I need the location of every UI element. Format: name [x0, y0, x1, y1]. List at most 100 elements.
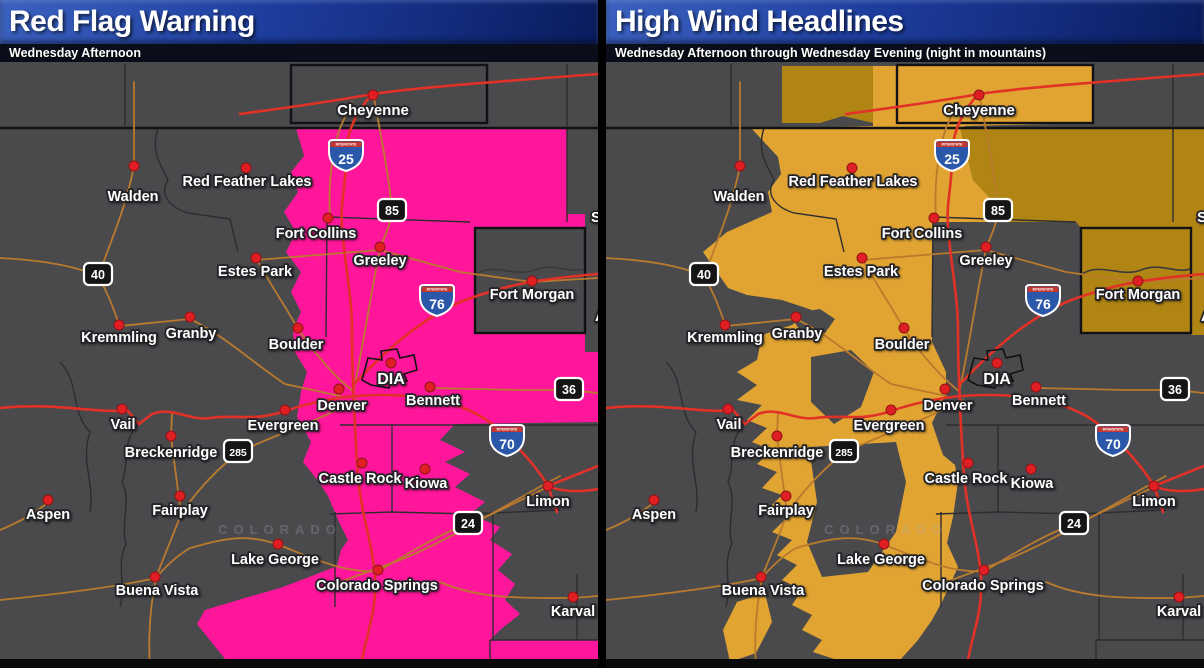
interstate-shield-band — [491, 426, 523, 432]
city-label-dia: DIA — [377, 371, 405, 388]
city-dot-limon — [542, 480, 554, 492]
county-line — [931, 216, 934, 338]
city-dot-cheyenne — [367, 89, 379, 101]
interstate-shield-band — [1097, 426, 1129, 432]
interstate-banner-text: INTERSTATE — [942, 143, 964, 147]
city-dot-kremmling — [719, 319, 731, 331]
city-dot-denver — [939, 383, 951, 395]
county-line — [935, 509, 1167, 515]
county-line — [119, 421, 141, 608]
city-label-boulder: Boulder — [269, 337, 324, 353]
red-flag-map: COLORADO Cheyenne Walden Red Feather Lakes F… — [0, 62, 598, 668]
city-dot-boulder — [898, 322, 910, 334]
county-line — [325, 216, 328, 338]
city-label-fairplay: Fairplay — [758, 503, 814, 519]
interstate-shield-band — [936, 141, 968, 147]
city-dot-breckenridge — [165, 430, 177, 442]
interstate-shield-icon — [328, 139, 364, 173]
city-label-colorado-springs: Colorado Springs — [922, 578, 1044, 594]
city-label-kremmling: Kremmling — [81, 330, 157, 346]
city-label-buena-vista: Buena Vista — [116, 583, 200, 599]
city-dot-cheyenne — [973, 89, 985, 101]
county-line — [725, 421, 747, 608]
interstate-shield-number: 70 — [499, 436, 515, 452]
city-label-limon: Limon — [1132, 494, 1176, 510]
city-label-fort-morgan: Fort Morgan — [1096, 287, 1181, 303]
city-dot-estes-park — [250, 252, 262, 264]
city-dot-denver — [333, 383, 345, 395]
city-dot-aspen — [648, 494, 660, 506]
interstate-shield-76: INTERSTATE 76 — [1025, 284, 1061, 318]
red-flag-header: Red Flag Warning — [0, 0, 598, 44]
us-shield-number: 285 — [229, 447, 247, 459]
highway-road — [606, 257, 947, 397]
city-label-vail: Vail — [717, 417, 742, 433]
interstate-shield-70: INTERSTATE 70 — [489, 424, 525, 458]
interstate-shield-icon — [1095, 424, 1131, 458]
city-label-breckenridge: Breckenridge — [125, 445, 218, 461]
city-dot-granby — [790, 311, 802, 323]
city-dot-kremmling — [113, 319, 125, 331]
city-dot-buena-vista — [149, 571, 161, 583]
city-label-evergreen: Evergreen — [854, 418, 925, 434]
high-wind-subtitle-bar: Wednesday Afternoon through Wednesday Ev… — [606, 44, 1204, 62]
interstate-road — [844, 72, 1204, 116]
city-label-cheyenne: Cheyenne — [337, 102, 409, 119]
interstate-banner-text: INTERSTATE — [336, 143, 358, 147]
city-dot-vail — [116, 403, 128, 415]
city-label-estes-park: Estes Park — [824, 264, 899, 280]
city-dot-red-feather-lakes — [240, 162, 252, 174]
city-label-kiowa: Kiowa — [405, 476, 449, 492]
interstate-shield-number: 25 — [338, 151, 354, 167]
city-dot-greeley — [980, 241, 992, 253]
city-label-bennett: Bennett — [1012, 393, 1066, 409]
river-line — [1081, 266, 1191, 275]
interstate-shield-icon — [489, 424, 525, 458]
interstate-shield-25: INTERSTATE 25 — [328, 139, 364, 173]
city-label-kremmling: Kremmling — [687, 330, 763, 346]
city-dot-dia — [991, 357, 1003, 369]
city-dot-buena-vista — [755, 571, 767, 583]
interstate-road — [546, 464, 598, 488]
interstate-road — [606, 394, 964, 426]
city-dot-colorado-springs — [372, 564, 384, 576]
city-label-granby: Granby — [772, 326, 823, 342]
city-label-evergreen: Evergreen — [248, 418, 319, 434]
city-dot-lake-george — [878, 538, 890, 550]
city-dot-bennett — [1030, 381, 1042, 393]
interstate-shield-70: INTERSTATE 70 — [1095, 424, 1131, 458]
city-label-cheyenne: Cheyenne — [943, 102, 1015, 119]
city-dot-limon — [1148, 480, 1160, 492]
interstate-shield-25: INTERSTATE 25 — [934, 139, 970, 173]
us-shield-number: 40 — [697, 268, 711, 282]
city-label-granby: Granby — [166, 326, 217, 342]
cheyenne-county-box — [895, 63, 1095, 125]
us-shield-number: 85 — [385, 204, 399, 218]
city-label-red-feather-lakes: Red Feather Lakes — [183, 174, 312, 190]
city-label-denver: Denver — [317, 398, 367, 414]
highway-road — [353, 97, 393, 389]
city-label-fairplay: Fairplay — [152, 503, 208, 519]
red-flag-title: Red Flag Warning — [9, 5, 255, 38]
interstate-road — [1152, 464, 1204, 488]
city-dot-estes-park — [856, 252, 868, 264]
highway-road — [155, 537, 380, 579]
city-label-kiowa: Kiowa — [1011, 476, 1055, 492]
us-shield-icon — [982, 197, 1014, 223]
partial-city-label-1: A — [595, 308, 598, 325]
highway-road — [328, 101, 353, 219]
city-dot-fort-morgan — [1132, 275, 1144, 287]
interstate-banner-text: INTERSTATE — [1033, 288, 1055, 292]
interstate-shield-band — [421, 286, 453, 292]
city-dot-aspen — [42, 494, 54, 506]
panel-high-wind-headlines: High Wind Headlines Wednesday Afternoon … — [606, 0, 1204, 668]
highway-road — [934, 101, 959, 219]
dia-airport-boundary — [361, 348, 418, 389]
interstate-shield-number: 70 — [1105, 436, 1121, 452]
high-wind-warning-area-south — [723, 593, 772, 662]
city-label-red-feather-lakes: Red Feather Lakes — [789, 174, 918, 190]
city-label-castle-rock: Castle Rock — [924, 471, 1008, 487]
city-dot-fort-collins — [322, 212, 334, 224]
interstate-shield-band — [330, 141, 362, 147]
